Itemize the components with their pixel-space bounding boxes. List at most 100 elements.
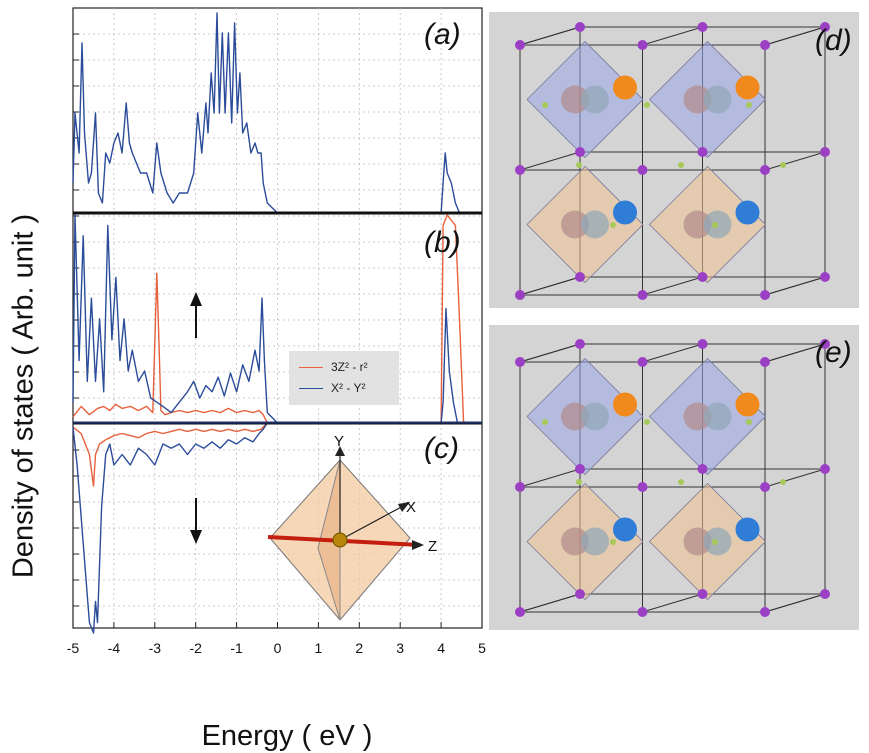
- lattice-edge: [764, 343, 826, 363]
- spin-down-arrow-head: [190, 530, 202, 544]
- lattice-edge: [764, 468, 826, 488]
- dos-line-a-0: [72, 12, 482, 214]
- lattice-atom: [575, 464, 585, 474]
- lattice-edge: [764, 26, 826, 46]
- crystal-lattice-e: [515, 339, 830, 617]
- lattice-edge: [519, 151, 581, 171]
- oxygen-atom: [678, 479, 684, 485]
- oxygen-atom: [644, 102, 650, 108]
- panel-label-a: (a): [424, 18, 461, 51]
- orbital-lobe: [703, 402, 732, 431]
- lattice-atom: [760, 357, 770, 367]
- x-tick-label: 4: [437, 640, 445, 656]
- lattice-edge: [519, 343, 581, 363]
- oxygen-atom: [610, 539, 616, 545]
- spin-up-arrow-head: [190, 292, 202, 306]
- x-tick-label: -3: [148, 640, 162, 656]
- lattice-atom: [697, 22, 708, 32]
- x-tick-label: -5: [66, 640, 80, 656]
- oxygen-atom: [542, 102, 548, 108]
- lattice-atom: [697, 339, 708, 349]
- lattice-atom: [515, 165, 525, 175]
- dos-line-c-1: [72, 422, 482, 634]
- lattice-atom: [760, 40, 770, 50]
- lattice-atom: [515, 607, 525, 617]
- orbital-lobe: [561, 85, 589, 114]
- oxygen-atom: [746, 102, 752, 108]
- lattice-atom: [760, 165, 770, 175]
- lattice-atom: [515, 482, 525, 492]
- lattice-atom: [820, 22, 830, 32]
- axis-x-line: [339, 504, 406, 541]
- orbital-lobe: [561, 210, 589, 239]
- lattice-atom: [820, 464, 830, 474]
- legend: 3Z² - r² X² - Y²: [289, 351, 399, 405]
- legend-item-3z2: 3Z² - r²: [299, 360, 368, 374]
- lattice-atom: [637, 290, 648, 300]
- panel-label-c: (c): [424, 432, 459, 465]
- oxygen-atom: [712, 539, 718, 545]
- orbital-lobe: [735, 75, 760, 100]
- lattice-atom: [575, 22, 585, 32]
- orbital-lobe: [613, 200, 637, 225]
- lattice-edge: [519, 276, 581, 296]
- axis-x-arrow: [398, 502, 410, 512]
- lattice-edge: [642, 26, 703, 46]
- lattice-atom: [575, 272, 585, 282]
- lattice-atom: [515, 40, 525, 50]
- panel-label-d: (d): [815, 24, 852, 57]
- lattice-atom: [697, 589, 708, 599]
- lattice-atom: [575, 339, 585, 349]
- axis-z-arrow: [412, 540, 424, 550]
- orbital-lobe: [683, 85, 712, 114]
- orbital-lobe: [735, 392, 760, 417]
- x-tick-label: 5: [478, 640, 486, 656]
- lattice-atom: [820, 272, 830, 282]
- x-tick-label: 0: [273, 640, 282, 656]
- lattice-atom: [637, 165, 648, 175]
- orbital-lobe: [735, 200, 760, 225]
- orbital-lobe: [683, 210, 712, 239]
- orbital-lobe: [581, 402, 609, 431]
- lattice-atom: [760, 607, 770, 617]
- oxygen-atom: [746, 419, 752, 425]
- oxygen-atom: [780, 479, 786, 485]
- lattice-atom: [515, 290, 525, 300]
- lattice-edge: [764, 151, 826, 171]
- lattice-atom: [575, 147, 585, 157]
- orbital-lobe: [683, 402, 712, 431]
- x-tick-label: 3: [396, 640, 405, 656]
- oxygen-atom: [576, 162, 582, 168]
- lattice-atom: [820, 339, 830, 349]
- crystal-lattice-d: [515, 22, 830, 300]
- oxygen-atom: [678, 162, 684, 168]
- orbital-lobe: [735, 517, 760, 542]
- lattice-edge: [642, 593, 703, 613]
- orbital-lobe: [613, 75, 637, 100]
- orbital-lobe: [581, 210, 609, 239]
- orbital-lobe: [683, 527, 712, 556]
- x-tick-label: -1: [230, 640, 243, 656]
- panel-label-e: (e): [815, 336, 852, 369]
- lattice-atom: [637, 40, 648, 50]
- lattice-edge: [519, 26, 581, 46]
- lattice-atom: [760, 482, 770, 492]
- orbital-lobe: [561, 402, 589, 431]
- lattice-edge: [642, 343, 703, 363]
- dos-line-c-0: [72, 422, 482, 487]
- oxygen-atom: [542, 419, 548, 425]
- lattice-edge: [642, 276, 703, 296]
- orbital-lobe: [581, 85, 609, 114]
- legend-label-x2y2: X² - Y²: [331, 381, 366, 395]
- lattice-atom: [697, 464, 708, 474]
- axis-y-arrow: [335, 446, 345, 456]
- lattice-atom: [515, 357, 525, 367]
- lattice-atom: [637, 482, 648, 492]
- panel-label-b: (b): [424, 226, 461, 259]
- oxygen-atom: [576, 479, 582, 485]
- x-axis-label: Energy ( eV ): [201, 720, 373, 752]
- legend-label-3z2: 3Z² - r²: [331, 360, 368, 374]
- lattice-atom: [575, 589, 585, 599]
- oxygen-atom: [644, 419, 650, 425]
- lattice-edge: [519, 468, 581, 488]
